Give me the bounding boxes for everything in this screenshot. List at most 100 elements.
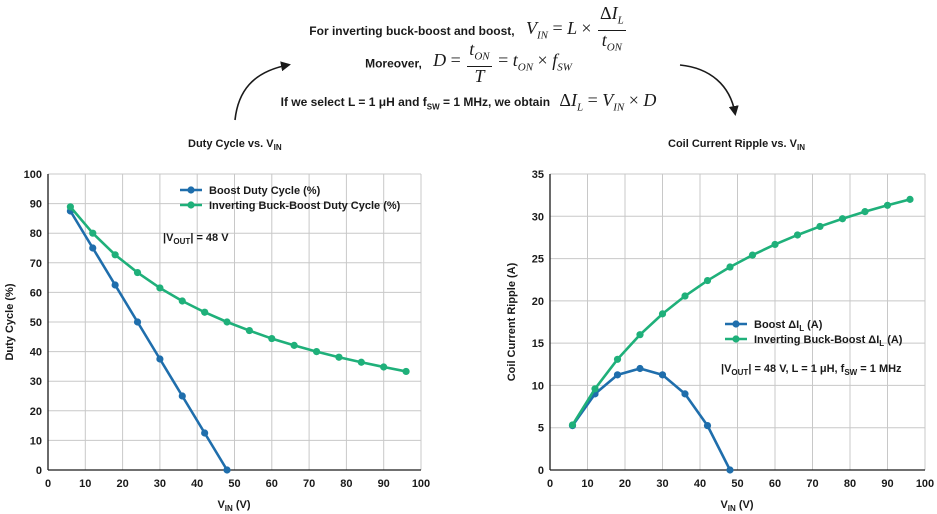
x-tick-label: 40 [694,478,706,490]
data-point-inverting [793,231,802,239]
series-line-inverting [69,206,407,373]
x-tick-label: 90 [881,478,893,490]
x-tick-label: 80 [844,478,856,490]
data-point-inverting [748,251,757,259]
y-tick-label: 20 [532,296,544,308]
data-point-boost [89,244,97,252]
equation-2-prefix: Moreover, [365,56,422,71]
data-point-inverting [838,215,847,223]
data-point-boost [223,466,231,474]
legend-label-inverting: Inverting Buck-Boost ΔIL (A) [754,334,903,348]
x-tick-label: 70 [806,478,818,490]
legend-label-boost: Boost Duty Cycle (%) [209,185,321,197]
data-point-boost [726,466,734,474]
legend-label-boost: Boost ΔIL (A) [754,319,823,333]
y-tick-label: 40 [30,347,42,359]
y-tick-label: 15 [532,338,544,350]
data-point-inverting [268,334,276,343]
y-tick-label: 50 [30,317,42,329]
data-point-inverting [245,326,254,335]
equation-line-1: For inverting buck-boost and boost, VIN … [0,4,937,56]
equation-ripple-formula: ΔIL = VIN × D [559,90,657,114]
data-point-boost [613,371,622,379]
y-tick-label: 30 [30,376,42,388]
y-tick-label: 5 [538,423,544,435]
x-tick-label: 100 [916,478,934,490]
chart-1-y-axis-label: Duty Cycle (%) [4,283,16,360]
data-point-boost [133,318,142,326]
y-tick-label: 35 [532,169,544,181]
series-line-boost [571,367,732,471]
y-tick-label: 90 [30,199,42,211]
y-tick-label: 0 [36,465,42,477]
legend-label-inverting: Inverting Buck-Boost Duty Cycle (%) [209,200,401,212]
data-point-inverting [178,297,186,305]
equation-3-prefix: If we select L = 1 μH and fSW = 1 MHz, w… [280,94,551,112]
x-tick-label: 30 [154,478,166,490]
x-tick-label: 100 [412,478,430,490]
x-tick-label: 50 [731,478,743,490]
data-point-inverting [883,201,892,209]
data-point-inverting [636,331,644,339]
data-point-inverting [658,310,667,318]
x-tick-label: 20 [116,478,128,490]
x-tick-label: 90 [378,478,390,490]
x-tick-label: 10 [79,478,91,490]
data-point-inverting [402,367,410,376]
data-point-inverting [133,268,142,277]
data-point-inverting [380,363,388,371]
y-tick-label: 100 [24,169,42,181]
data-point-inverting [816,222,824,231]
data-point-inverting [703,276,712,285]
data-point-boost [111,281,119,289]
chart-2-y-axis-label: Coil Current Ripple (A) [506,262,518,381]
chart-1-legend: Boost Duty Cycle (%) Inverting Buck-Boost… [180,185,401,212]
chart-1-series [66,203,410,474]
data-point-inverting [312,348,321,356]
data-point-inverting [156,284,164,292]
y-tick-label: 60 [30,287,42,299]
series-line-boost [69,210,229,471]
data-point-inverting [290,341,298,349]
x-tick-label: 80 [340,478,352,490]
chart-2-axes: 0 10 20 30 40 50 60 70 80 90 100 0 5 10 15 20 25 30 35 [532,169,934,490]
data-point-boost [156,355,164,363]
y-tick-label: 20 [30,406,42,418]
x-tick-label: 0 [547,478,553,490]
chart-2-legend: Boost ΔIL (A)Inverting Buck-Boost ΔIL (A… [725,319,903,348]
data-point-inverting [591,385,599,393]
x-tick-label: 60 [266,478,278,490]
data-point-inverting [201,308,209,316]
chart-1-title: Duty Cycle vs. VIN [188,138,282,153]
y-tick-label: 70 [30,258,42,270]
y-tick-label: 10 [532,380,544,392]
equation-line-2: Moreover, D = tON T = tON × fSW [0,40,937,84]
x-tick-label: 30 [656,478,668,490]
data-point-boost [636,364,644,373]
data-point-boost [178,392,186,400]
chart-2-x-axis-label: VIN (V) [720,499,753,513]
x-tick-label: 40 [191,478,203,490]
chart-2-annotation: |VOUT| = 48 V, L = 1 μH, fSW = 1 MHz [721,363,902,377]
chart-2-grid [550,173,926,470]
y-tick-label: 0 [538,465,544,477]
chart-1-annotation: |VOUT| = 48 V [163,232,229,246]
legend-marker-inverting [187,201,195,209]
data-point-inverting [89,229,97,237]
x-tick-label: 50 [228,478,240,490]
data-point-inverting [66,203,74,211]
equation-line-3: If we select L = 1 μH and fSW = 1 MHz, w… [0,90,937,114]
chart-1-x-axis-label: VIN (V) [217,499,250,513]
x-tick-label: 20 [619,478,631,490]
data-point-boost [681,390,689,398]
data-point-inverting [861,208,869,216]
x-tick-label: 0 [45,478,51,490]
legend-marker-inverting [732,335,740,343]
data-point-inverting [335,353,343,361]
data-point-boost [201,429,209,437]
data-point-boost [703,422,712,430]
x-tick-label: 10 [581,478,593,490]
data-point-inverting [568,421,577,429]
